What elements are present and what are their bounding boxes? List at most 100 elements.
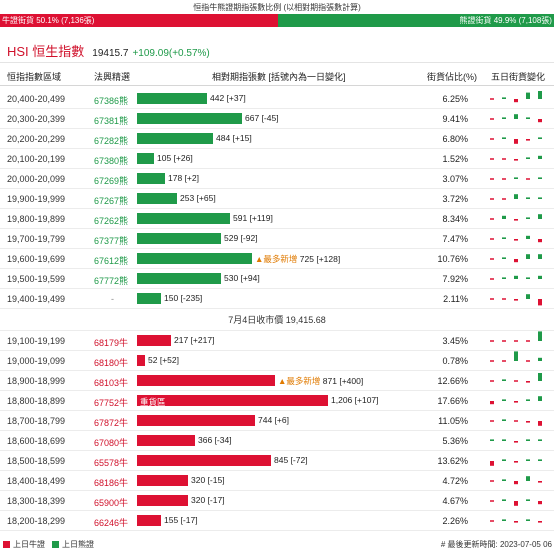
share-percent: 3.07% — [442, 174, 468, 184]
five-day-chart — [490, 275, 542, 280]
contracts-value: 591 [+119] — [233, 213, 273, 223]
five-day-bar — [502, 158, 506, 160]
table-row[interactable]: 19,900-19,999 67267熊 253 [+65] 3.72% — [0, 189, 554, 209]
product-code-link[interactable]: 67262熊 — [94, 216, 129, 226]
five-day-bar — [514, 299, 518, 301]
five-day-bar — [490, 401, 494, 405]
five-day-bar — [502, 137, 506, 139]
table-row[interactable]: 20,000-20,099 67269熊 178 [+2] 3.07% — [0, 169, 554, 189]
five-day-chart — [490, 155, 542, 161]
range-cell: 19,000-19,099 — [7, 356, 66, 366]
contracts-number: 178 — [168, 173, 183, 183]
table-row[interactable]: 18,300-18,399 65900牛 320 [-17] 4.67% — [0, 491, 554, 511]
product-code-link[interactable]: 66246牛 — [94, 518, 129, 528]
product-code-link[interactable]: 67772熊 — [94, 276, 129, 286]
share-percent: 0.78% — [442, 356, 468, 366]
contracts-bar — [137, 495, 188, 506]
five-day-change — [486, 229, 548, 249]
product-code-link[interactable]: 67267熊 — [94, 196, 129, 206]
table-row[interactable]: 19,700-19,799 67377熊 529 [-92] 7.47% — [0, 229, 554, 249]
contracts-bar — [137, 153, 154, 164]
five-day-bar — [514, 351, 518, 361]
legend-bear: 上日熊證 — [52, 539, 94, 550]
contracts-number: 871 — [322, 376, 337, 386]
table-row[interactable]: 18,600-18,699 67080牛 366 [-34] 5.36% — [0, 431, 554, 451]
table-row[interactable]: 19,000-19,099 68180牛 52 [+52] 0.78% — [0, 351, 554, 371]
table-row[interactable]: 20,200-20,299 67282熊 484 [+15] 6.80% — [0, 129, 554, 149]
table-row[interactable]: 18,400-18,499 68186牛 320 [-15] 4.72% — [0, 471, 554, 491]
five-day-bar — [514, 340, 518, 342]
five-day-bar — [514, 239, 518, 241]
five-day-bar — [502, 298, 506, 300]
contracts-number: 320 — [191, 495, 206, 505]
product-code-link[interactable]: 68179牛 — [94, 338, 129, 348]
five-day-chart — [490, 419, 542, 426]
five-day-bar — [490, 238, 494, 240]
contracts-number: 845 — [274, 455, 289, 465]
contracts-change: [+52] — [159, 355, 179, 365]
five-day-change — [486, 109, 548, 129]
five-day-change — [486, 289, 548, 309]
five-day-bar — [490, 461, 494, 466]
product-code-link[interactable]: 67381熊 — [94, 116, 129, 126]
contracts-number: 150 — [164, 293, 179, 303]
table-row[interactable]: 18,700-18,799 67872牛 744 [+6] 11.05% — [0, 411, 554, 431]
page-title: 恒指牛熊證期指張數比例 (以相對期指張數計算) — [193, 3, 361, 12]
product-code-link[interactable]: 68180牛 — [94, 358, 129, 368]
table-row[interactable]: 20,100-20,199 67380熊 105 [+26] 1.52% — [0, 149, 554, 169]
product-code-link[interactable]: 68186牛 — [94, 478, 129, 488]
product-code-link[interactable]: 67752牛 — [94, 398, 129, 408]
product-code-link[interactable]: 67872牛 — [94, 418, 129, 428]
five-day-bar — [526, 360, 530, 362]
table-header: 恒指指數區域 法興精選 相對期指張數 [括號內為一日變化] 街貨佔比(%) 五日… — [0, 62, 554, 86]
table-row[interactable]: 18,200-18,299 66246牛 155 [-17] 2.26% — [0, 511, 554, 531]
share-percent: 7.47% — [442, 234, 468, 244]
product-code-link[interactable]: 67386熊 — [94, 96, 129, 106]
table-row[interactable]: 20,300-20,399 67381熊 667 [-45] 9.41% — [0, 109, 554, 129]
product-code-link[interactable]: 67380熊 — [94, 156, 129, 166]
product-code-link[interactable]: 65900牛 — [94, 498, 129, 508]
contracts-value: 744 [+6] — [258, 415, 289, 425]
five-day-bar — [502, 499, 506, 501]
five-day-bar — [514, 177, 518, 179]
footer: 上日牛證 上日熊證 # 最後更新時間: 2023-07-05 06 — [0, 536, 554, 550]
five-day-bar — [514, 159, 518, 161]
header-five-day: 五日街貨變化 — [491, 72, 546, 82]
five-day-bar — [538, 119, 542, 123]
five-day-bar — [490, 298, 494, 300]
five-day-bar — [502, 97, 506, 99]
table-row[interactable]: 18,500-18,599 65578牛 845 [-72] 13.62% — [0, 451, 554, 471]
contracts-number: 253 — [180, 193, 195, 203]
product-code-link[interactable]: 67269熊 — [94, 176, 129, 186]
table-row[interactable]: 18,900-18,999 68103牛 ▲最多新增 871 [+400] 12.66… — [0, 371, 554, 391]
close-price-row: 7月4日收市價 19,415.68 — [0, 309, 554, 331]
product-code-link[interactable]: 65578牛 — [94, 458, 129, 468]
product-code-link[interactable]: 67612熊 — [94, 256, 129, 266]
table-row[interactable]: 18,800-18,899 67752牛 重貨區 1,206 [+107] 17.66% — [0, 391, 554, 411]
contracts-change: [+2] — [184, 173, 199, 183]
five-day-chart — [490, 114, 542, 123]
five-day-bar — [514, 139, 518, 144]
product-code-link[interactable]: 67282熊 — [94, 136, 129, 146]
five-day-chart — [490, 214, 542, 221]
table-row[interactable]: 19,500-19,599 67772熊 530 [+94] 7.92% — [0, 269, 554, 289]
contracts-value: 366 [-34] — [198, 435, 232, 445]
table-row[interactable]: 19,400-19,499 - 150 [-235] 2.11% — [0, 289, 554, 309]
five-day-bar — [526, 117, 530, 119]
five-day-bar — [502, 215, 506, 219]
product-code-link[interactable]: 67377熊 — [94, 236, 129, 246]
table-row[interactable]: 19,100-19,199 68179牛 217 [+217] 3.45% — [0, 331, 554, 351]
table-row[interactable]: 19,600-19,699 67612熊 ▲最多新增 725 [+128] 10.76… — [0, 249, 554, 269]
share-percent: 9.41% — [442, 114, 468, 124]
product-code-link[interactable]: 67080牛 — [94, 438, 129, 448]
contracts-value: 253 [+65] — [180, 193, 216, 203]
product-code-link[interactable]: 68103牛 — [94, 378, 129, 388]
five-day-bar — [526, 459, 530, 461]
five-day-bar — [526, 421, 530, 423]
table-row[interactable]: 20,400-20,499 67386熊 442 [+37] 6.25% — [0, 89, 554, 109]
share-percent: 12.66% — [437, 376, 468, 386]
contracts-value: 52 [+52] — [148, 355, 179, 365]
table-row[interactable]: 19,800-19,899 67262熊 591 [+119] 8.34% — [0, 209, 554, 229]
share-percent: 4.72% — [442, 476, 468, 486]
five-day-bar — [490, 340, 494, 342]
